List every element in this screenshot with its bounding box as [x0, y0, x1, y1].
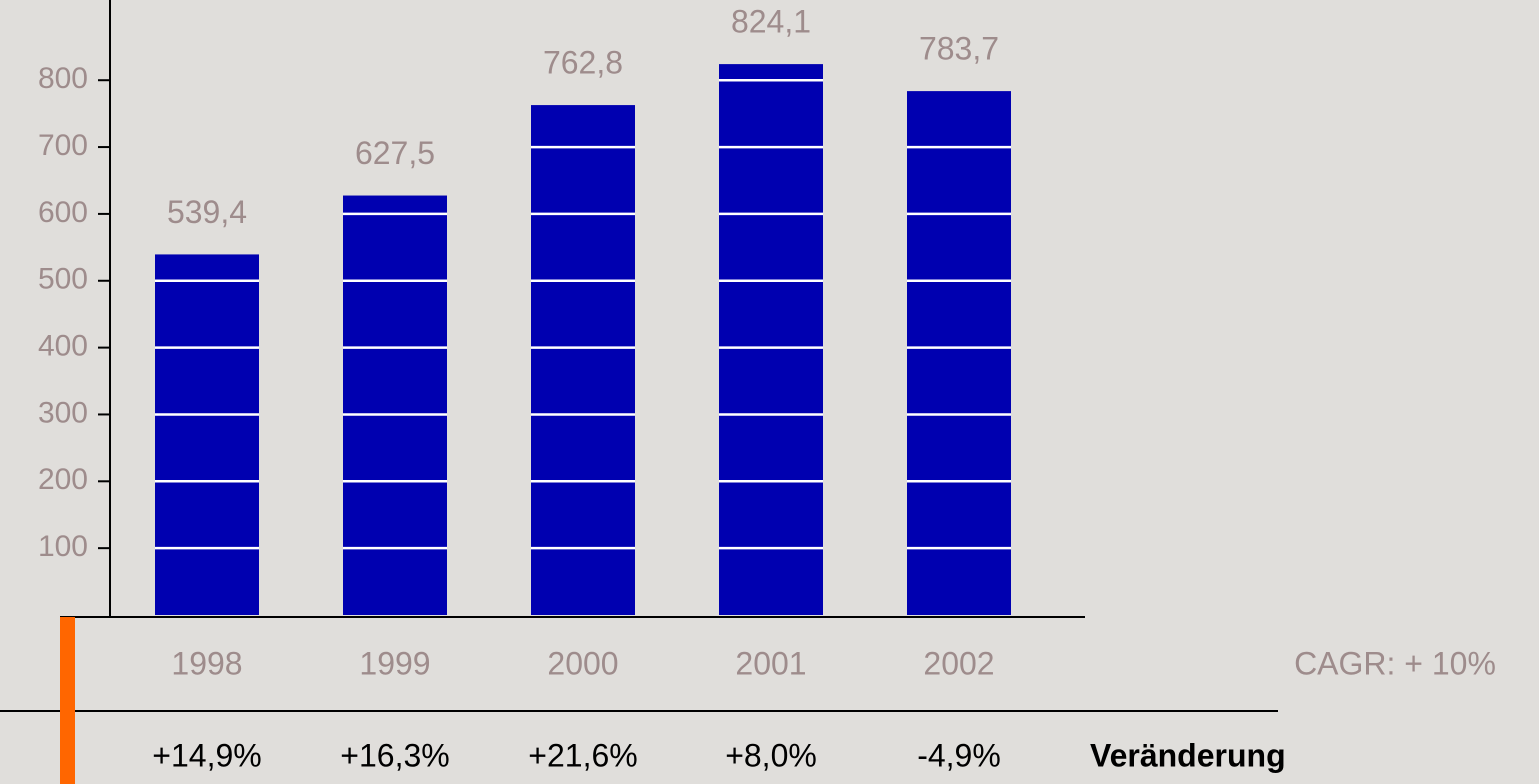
y-tick-label: 800	[38, 62, 88, 95]
x-tick-label: 1998	[171, 645, 242, 681]
y-tick-label: 500	[38, 263, 88, 296]
bar	[343, 195, 447, 615]
bar	[907, 91, 1011, 615]
y-tick-label: 300	[38, 396, 88, 429]
y-tick-label: 700	[38, 129, 88, 162]
y-tick-label: 200	[38, 463, 88, 496]
accent-bar	[60, 617, 75, 784]
y-tick-label: 600	[38, 196, 88, 229]
value-label: 539,4	[167, 194, 247, 230]
change-label: +16,3%	[340, 737, 449, 773]
cagr-annotation: CAGR: + 10%	[1294, 645, 1496, 681]
value-label: 762,8	[543, 45, 623, 81]
x-tick-label: 2000	[547, 645, 618, 681]
bar	[155, 254, 259, 615]
change-label: +8,0%	[725, 737, 817, 773]
change-label: +14,9%	[152, 737, 261, 773]
x-tick-label: 2001	[735, 645, 806, 681]
value-label: 824,1	[731, 4, 811, 40]
y-tick-label: 100	[38, 530, 88, 563]
x-tick-label: 2002	[923, 645, 994, 681]
value-label: 783,7	[919, 31, 999, 67]
y-tick-label: 400	[38, 330, 88, 363]
bar	[719, 64, 823, 616]
change-title: Veränderung	[1090, 737, 1286, 773]
change-label: -4,9%	[917, 737, 1001, 773]
x-tick-label: 1999	[359, 645, 430, 681]
change-label: +21,6%	[528, 737, 637, 773]
value-label: 627,5	[355, 135, 435, 171]
bar	[531, 105, 635, 616]
